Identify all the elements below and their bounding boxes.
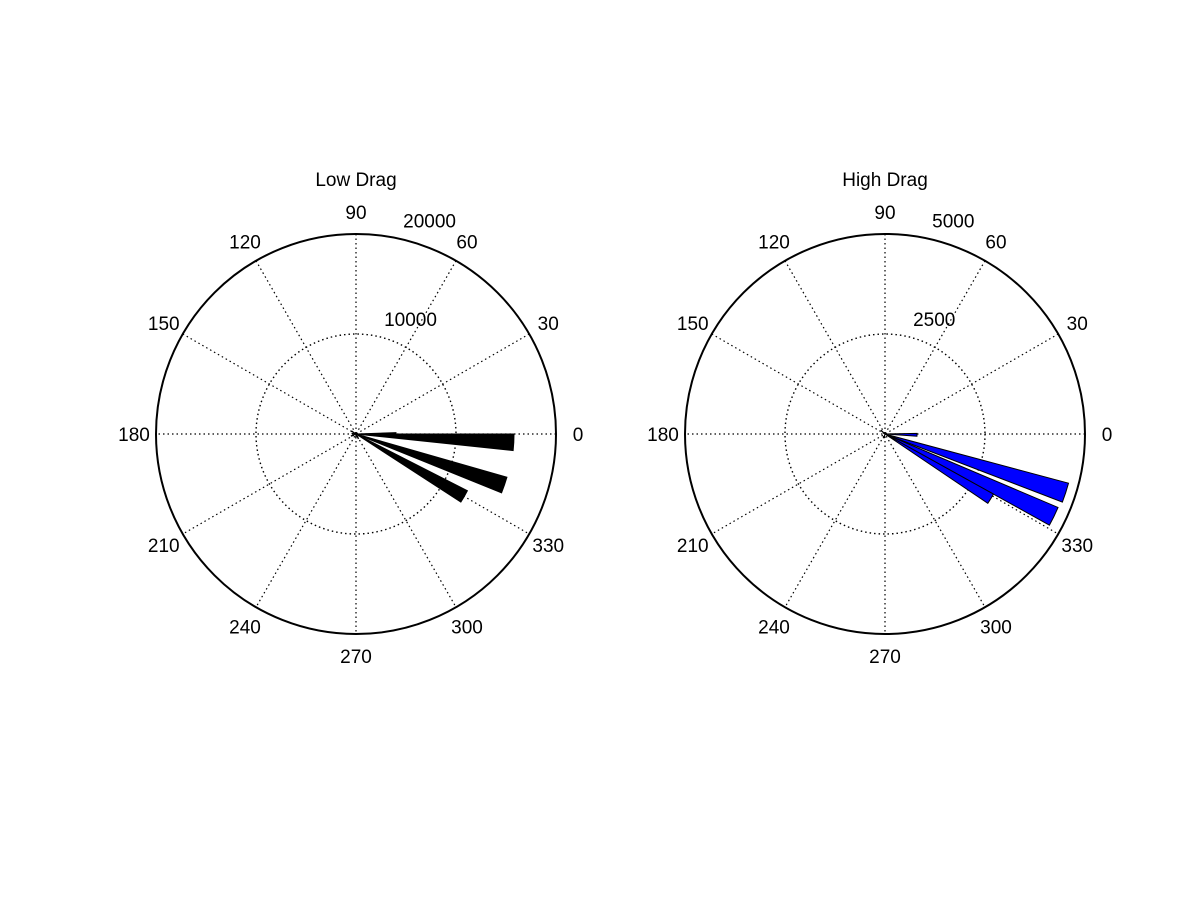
rose-wedge [355,432,397,439]
radial-tick-label: 5000 [932,212,974,233]
rose-wedge [882,433,886,439]
angle-tick-label: 240 [758,617,790,638]
polar-plot-high-drag: 0 30 60 90 120 150 180 210 240 270 300 330 2500 5000H… [647,170,1112,668]
angle-tick-label: 30 [538,314,559,335]
angle-tick-label: 180 [118,425,150,446]
angle-grid-spoke [784,260,986,608]
rose-wedge [355,433,360,440]
angle-tick-label: 90 [345,203,366,224]
rose-wedge [880,429,886,435]
angle-tick-label: 300 [451,617,483,638]
rose-wedge [350,433,357,437]
chart-title: High Drag [842,170,928,191]
angle-tick-label: 150 [148,314,180,335]
angle-tick-label: 240 [229,617,261,638]
angle-grid-spoke [255,260,457,608]
angle-tick-label: 150 [677,314,709,335]
angle-tick-label: 60 [985,233,1006,254]
angle-grid-spoke [711,333,1059,535]
rose-wedge [351,432,357,435]
angle-tick-label: 330 [532,536,564,557]
angle-tick-label: 60 [456,233,477,254]
radial-tick-label: 2500 [913,310,955,331]
rose-wedge [355,433,515,452]
angle-tick-label: 0 [573,425,584,446]
rose-wedge [884,433,1059,526]
angle-grid-spoke [711,333,1059,535]
rose-wedge [884,433,995,505]
radial-tick-label: 10000 [384,310,437,331]
radial-tick-label: 20000 [403,212,456,233]
angle-tick-label: 300 [980,617,1012,638]
angle-tick-label: 180 [647,425,679,446]
rose-wedge [355,433,508,494]
angle-tick-label: 270 [340,647,372,668]
angle-tick-label: 270 [869,647,901,668]
angle-tick-label: 210 [148,536,180,557]
angle-tick-label: 330 [1061,536,1093,557]
angle-grid-spoke [255,260,457,608]
chart-title: Low Drag [315,170,396,191]
rose-wedge [355,433,469,503]
angle-tick-label: 210 [677,536,709,557]
rose-wedge [884,432,918,437]
polar-plot-low-drag: 0 30 60 90 120 150 180 210 240 270 300 330 10000 2000… [118,170,583,668]
rose-wedge [350,430,357,435]
angle-tick-label: 120 [229,233,261,254]
angle-tick-label: 120 [758,233,790,254]
rose-wedge [884,433,1070,503]
angle-grid-spoke [182,333,530,535]
angle-tick-label: 30 [1067,314,1088,335]
angle-tick-label: 90 [874,203,895,224]
angle-grid-spoke [182,333,530,535]
angle-grid-spoke [784,260,986,608]
angle-tick-label: 0 [1102,425,1113,446]
